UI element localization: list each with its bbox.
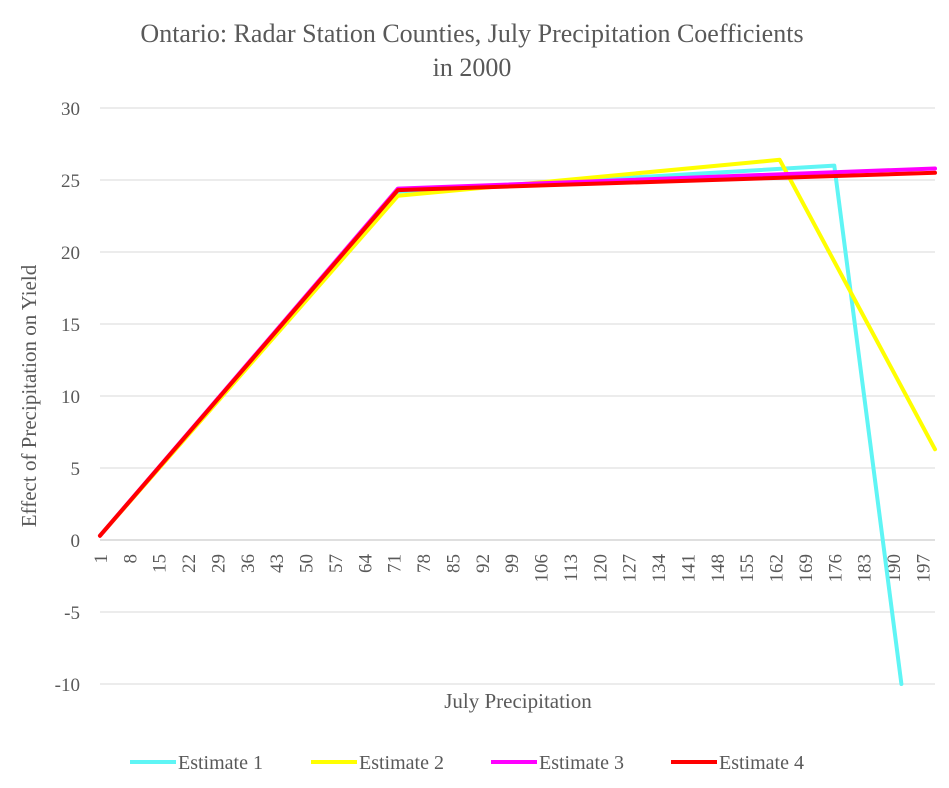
y-tick-label: -5 <box>64 603 80 624</box>
legend: Estimate 1 Estimate 2 Estimate 3 Estimate 4 <box>130 752 804 774</box>
y-axis-label: Effect of Precipitation on Yield <box>17 264 41 527</box>
x-tick-label: 155 <box>737 554 758 583</box>
x-tick-label: 134 <box>649 554 670 583</box>
y-tick-label: 0 <box>71 531 81 552</box>
x-tick-label: 8 <box>120 554 141 564</box>
x-tick-label: 22 <box>179 554 200 573</box>
x-tick-label: 183 <box>855 554 876 583</box>
x-tick-label: 15 <box>150 554 171 573</box>
x-tick-label: 36 <box>238 554 259 573</box>
y-tick-label: 15 <box>61 315 80 336</box>
series-lines <box>98 157 937 686</box>
x-tick-label: 106 <box>532 554 553 583</box>
x-tick-label: 92 <box>473 554 494 573</box>
x-tick-label: 71 <box>385 554 406 573</box>
x-tick-label: 1 <box>91 554 112 564</box>
x-tick-label: 197 <box>913 554 934 583</box>
legend-label: Estimate 4 <box>719 752 804 774</box>
x-tick-label: 64 <box>355 554 376 574</box>
chart-title-line-2: in 2000 <box>433 53 512 82</box>
series-line-estimate-2 <box>98 157 937 538</box>
series-line-estimate-4 <box>98 170 937 538</box>
x-axis-ticks: 1 8 15 22 29 36 43 50 57 64 71 78 85 92 99 106 113 120 127… <box>91 554 934 583</box>
x-tick-label: 148 <box>708 554 729 583</box>
x-tick-label: 169 <box>796 554 817 583</box>
y-tick-label: 25 <box>61 171 80 192</box>
x-tick-label: 176 <box>825 554 846 583</box>
x-tick-label: 50 <box>297 554 318 573</box>
series-line-estimate-1 <box>98 163 904 686</box>
y-tick-label: 20 <box>61 243 80 264</box>
x-tick-label: 120 <box>590 554 611 583</box>
series-line-estimate-3 <box>98 166 937 538</box>
y-tick-label: 30 <box>61 99 80 120</box>
x-tick-label: 43 <box>267 554 288 573</box>
x-tick-label: 29 <box>208 554 229 573</box>
gridlines <box>100 107 935 685</box>
x-tick-label: 141 <box>678 554 699 583</box>
x-axis-label: July Precipitation <box>444 689 592 713</box>
x-tick-label: 78 <box>414 554 435 573</box>
x-tick-label: 162 <box>767 554 788 583</box>
chart-title-line-1: Ontario: Radar Station Counties, July Pr… <box>140 19 803 48</box>
y-tick-label: 10 <box>61 387 80 408</box>
legend-label: Estimate 1 <box>178 752 263 774</box>
legend-label: Estimate 2 <box>359 752 444 774</box>
x-tick-label: 127 <box>620 554 641 583</box>
x-tick-label: 99 <box>502 554 523 573</box>
y-tick-label: 5 <box>71 459 81 480</box>
x-tick-label: 85 <box>443 554 464 573</box>
y-axis-ticks: 30 25 20 15 10 5 0 -5 -10 <box>55 99 80 696</box>
y-tick-label: -10 <box>55 675 80 696</box>
legend-label: Estimate 3 <box>539 752 624 774</box>
x-tick-label: 57 <box>326 554 347 573</box>
x-tick-label: 113 <box>561 554 582 582</box>
